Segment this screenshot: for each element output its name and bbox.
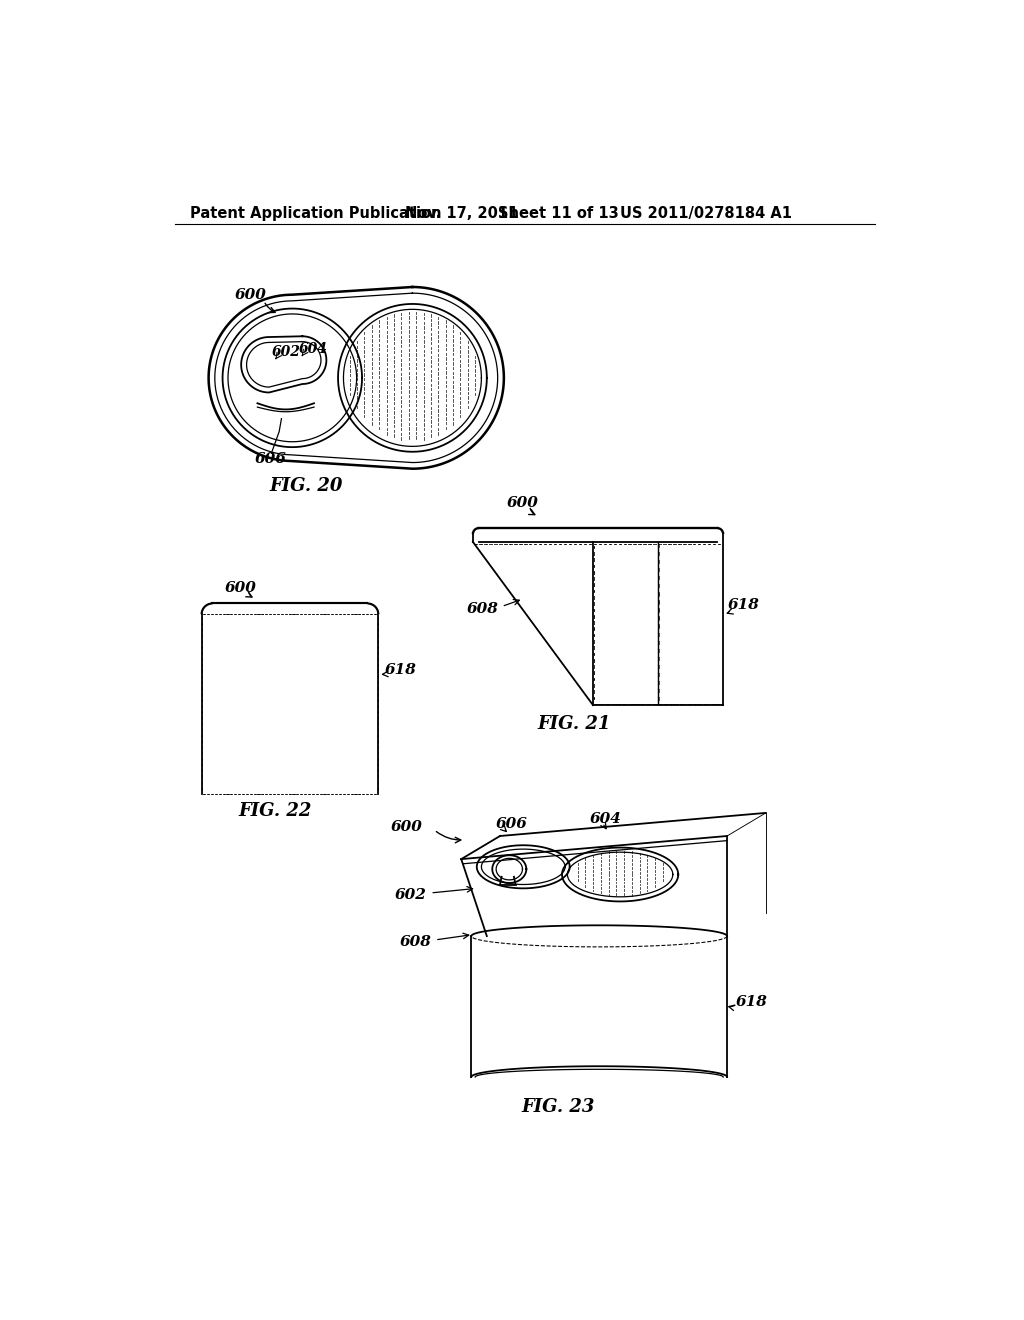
Text: 602: 602	[394, 887, 426, 902]
Text: 618: 618	[728, 598, 760, 612]
Text: FIG. 21: FIG. 21	[537, 715, 610, 734]
Text: 604: 604	[590, 812, 622, 826]
Text: Sheet 11 of 13: Sheet 11 of 13	[499, 206, 620, 222]
Text: FIG. 23: FIG. 23	[521, 1098, 595, 1115]
Text: 600: 600	[225, 581, 257, 595]
Text: 606: 606	[254, 451, 286, 466]
Text: 602: 602	[272, 346, 301, 359]
Text: 600: 600	[234, 289, 267, 302]
Text: 600: 600	[506, 496, 538, 511]
Text: Patent Application Publication: Patent Application Publication	[190, 206, 441, 222]
Text: Nov. 17, 2011: Nov. 17, 2011	[406, 206, 519, 222]
Text: 618: 618	[385, 664, 417, 677]
Text: 604: 604	[299, 342, 328, 356]
Text: 600: 600	[390, 820, 423, 834]
Text: FIG. 20: FIG. 20	[269, 477, 343, 495]
Text: US 2011/0278184 A1: US 2011/0278184 A1	[621, 206, 793, 222]
Text: FIG. 22: FIG. 22	[239, 803, 312, 820]
Text: 608: 608	[467, 602, 499, 616]
Text: 606: 606	[496, 817, 527, 832]
Text: 608: 608	[400, 936, 432, 949]
Text: 618: 618	[735, 994, 767, 1008]
